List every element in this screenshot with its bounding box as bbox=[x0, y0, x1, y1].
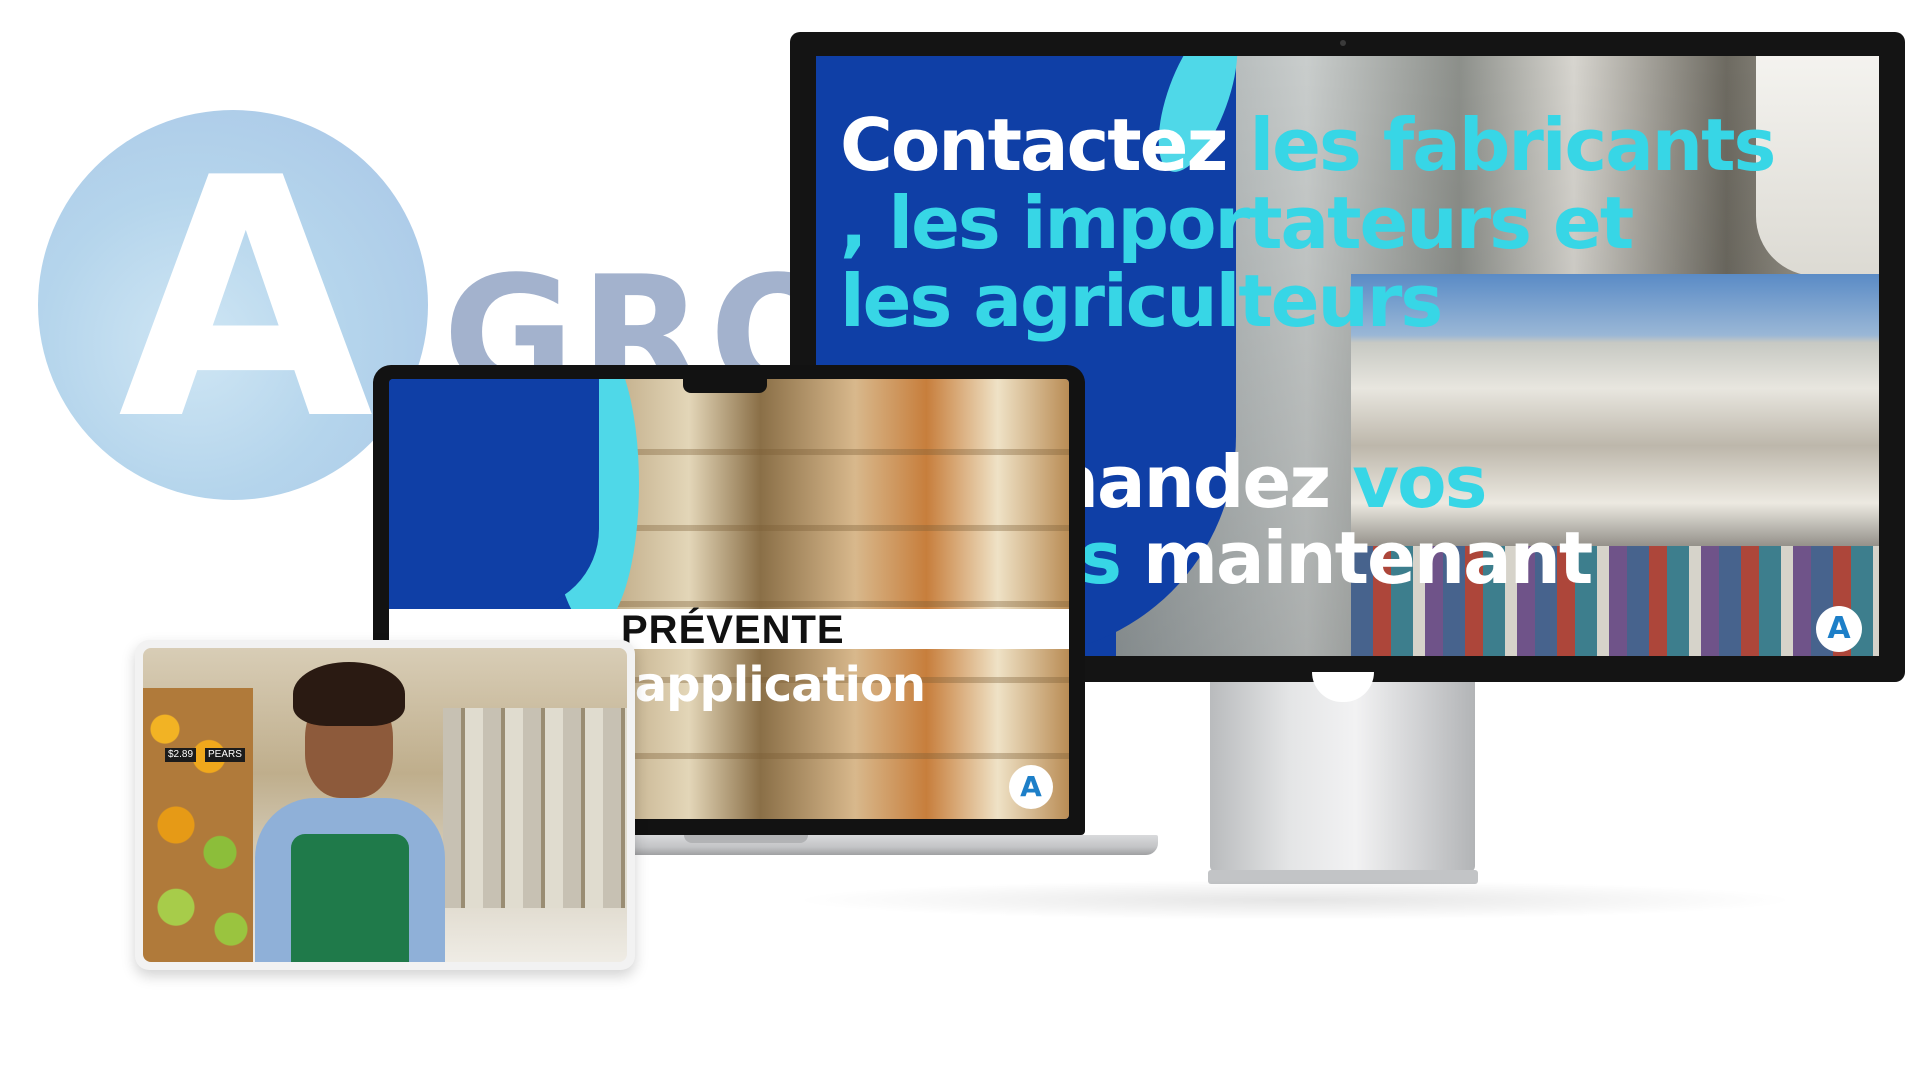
monitor-screen: Contactez les fabricants , les importate… bbox=[816, 56, 1879, 656]
monitor-stand-foot bbox=[1208, 870, 1478, 884]
desktop-monitor: Contactez les fabricants , les importate… bbox=[790, 32, 1905, 682]
monitor-stand bbox=[1210, 682, 1475, 872]
brand-badge-icon: A bbox=[1009, 765, 1053, 809]
monitor-headline: Contactez les fabricants , les importate… bbox=[840, 106, 1840, 340]
laptop-notch bbox=[683, 379, 767, 393]
lab-coat-worker-image bbox=[1756, 56, 1879, 276]
headline-part-4: les agriculteurs bbox=[840, 259, 1443, 343]
tablet-card: $2.89 PEARS bbox=[135, 640, 635, 970]
headline-part-2: les fabricants bbox=[1249, 103, 1776, 187]
laptop-lid: PRÉVENTE 'application A bbox=[373, 365, 1085, 835]
laptop-title: PRÉVENTE bbox=[621, 608, 845, 652]
price-tag: $2.89 bbox=[165, 748, 197, 762]
subline-white-2: maintenant bbox=[1143, 516, 1593, 600]
city-port-photo bbox=[1351, 274, 1879, 656]
camera-icon bbox=[1340, 40, 1346, 46]
logo-letter: A bbox=[118, 108, 374, 492]
logo-circle bbox=[38, 110, 428, 500]
fruit-display-image bbox=[143, 688, 253, 962]
blue-panel bbox=[389, 379, 599, 609]
laptop: PRÉVENTE 'application A bbox=[373, 365, 1085, 835]
brand-badge-icon: A bbox=[1816, 606, 1862, 652]
laptop-base-groove bbox=[684, 835, 808, 843]
laptop-subtitle: 'application bbox=[621, 657, 926, 713]
price-tag: PEARS bbox=[205, 748, 245, 762]
headline-part-1: Contactez bbox=[840, 103, 1250, 187]
headline-part-3: , les importateurs et bbox=[840, 181, 1634, 265]
shipping-containers-image bbox=[1351, 546, 1879, 656]
brand-logo-background: A GRO bbox=[38, 108, 846, 510]
monitor-shadow bbox=[790, 880, 1800, 920]
supermarket-aisle-photo bbox=[594, 379, 1069, 819]
monitor-subline: mandez vos its maintenant bbox=[1024, 444, 1844, 596]
clerk-hair bbox=[293, 662, 405, 726]
monitor-bezel: Contactez les fabricants , les importate… bbox=[790, 32, 1905, 682]
clerk-apron bbox=[291, 834, 409, 962]
subline-cyan-1: vos bbox=[1352, 440, 1487, 524]
store-shelves-image bbox=[443, 708, 627, 908]
grocery-clerk-photo: $2.89 PEARS bbox=[143, 648, 627, 962]
